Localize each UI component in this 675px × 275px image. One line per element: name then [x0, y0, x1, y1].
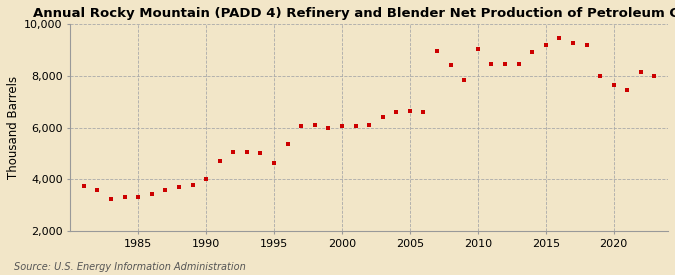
Point — [364, 123, 375, 127]
Title: Annual Rocky Mountain (PADD 4) Refinery and Blender Net Production of Petroleum : Annual Rocky Mountain (PADD 4) Refinery … — [33, 7, 675, 20]
Point — [459, 77, 470, 82]
Point — [635, 70, 646, 74]
Point — [200, 177, 211, 182]
Point — [105, 197, 116, 201]
Point — [187, 182, 198, 187]
Point — [296, 124, 306, 128]
Point — [500, 62, 510, 66]
Point — [282, 142, 293, 147]
Point — [214, 159, 225, 163]
Point — [242, 150, 252, 154]
Point — [526, 50, 537, 55]
Point — [92, 188, 103, 192]
Point — [173, 185, 184, 189]
Point — [472, 46, 483, 51]
Point — [418, 110, 429, 114]
Point — [595, 73, 605, 78]
Point — [269, 160, 279, 165]
Point — [568, 41, 578, 46]
Point — [146, 191, 157, 196]
Point — [608, 82, 619, 87]
Point — [404, 108, 415, 113]
Y-axis label: Thousand Barrels: Thousand Barrels — [7, 76, 20, 179]
Point — [391, 110, 402, 114]
Point — [581, 42, 592, 47]
Point — [228, 150, 239, 154]
Point — [513, 62, 524, 66]
Point — [78, 184, 89, 188]
Point — [649, 73, 660, 78]
Point — [160, 188, 171, 192]
Point — [323, 125, 334, 130]
Point — [119, 195, 130, 200]
Point — [309, 123, 320, 127]
Point — [554, 36, 565, 40]
Point — [133, 195, 144, 200]
Point — [541, 42, 551, 47]
Point — [486, 62, 497, 66]
Text: Source: U.S. Energy Information Administration: Source: U.S. Energy Information Administ… — [14, 262, 245, 272]
Point — [446, 63, 456, 68]
Point — [350, 124, 361, 128]
Point — [377, 115, 388, 119]
Point — [337, 124, 348, 128]
Point — [622, 88, 632, 92]
Point — [432, 49, 443, 53]
Point — [255, 151, 266, 156]
